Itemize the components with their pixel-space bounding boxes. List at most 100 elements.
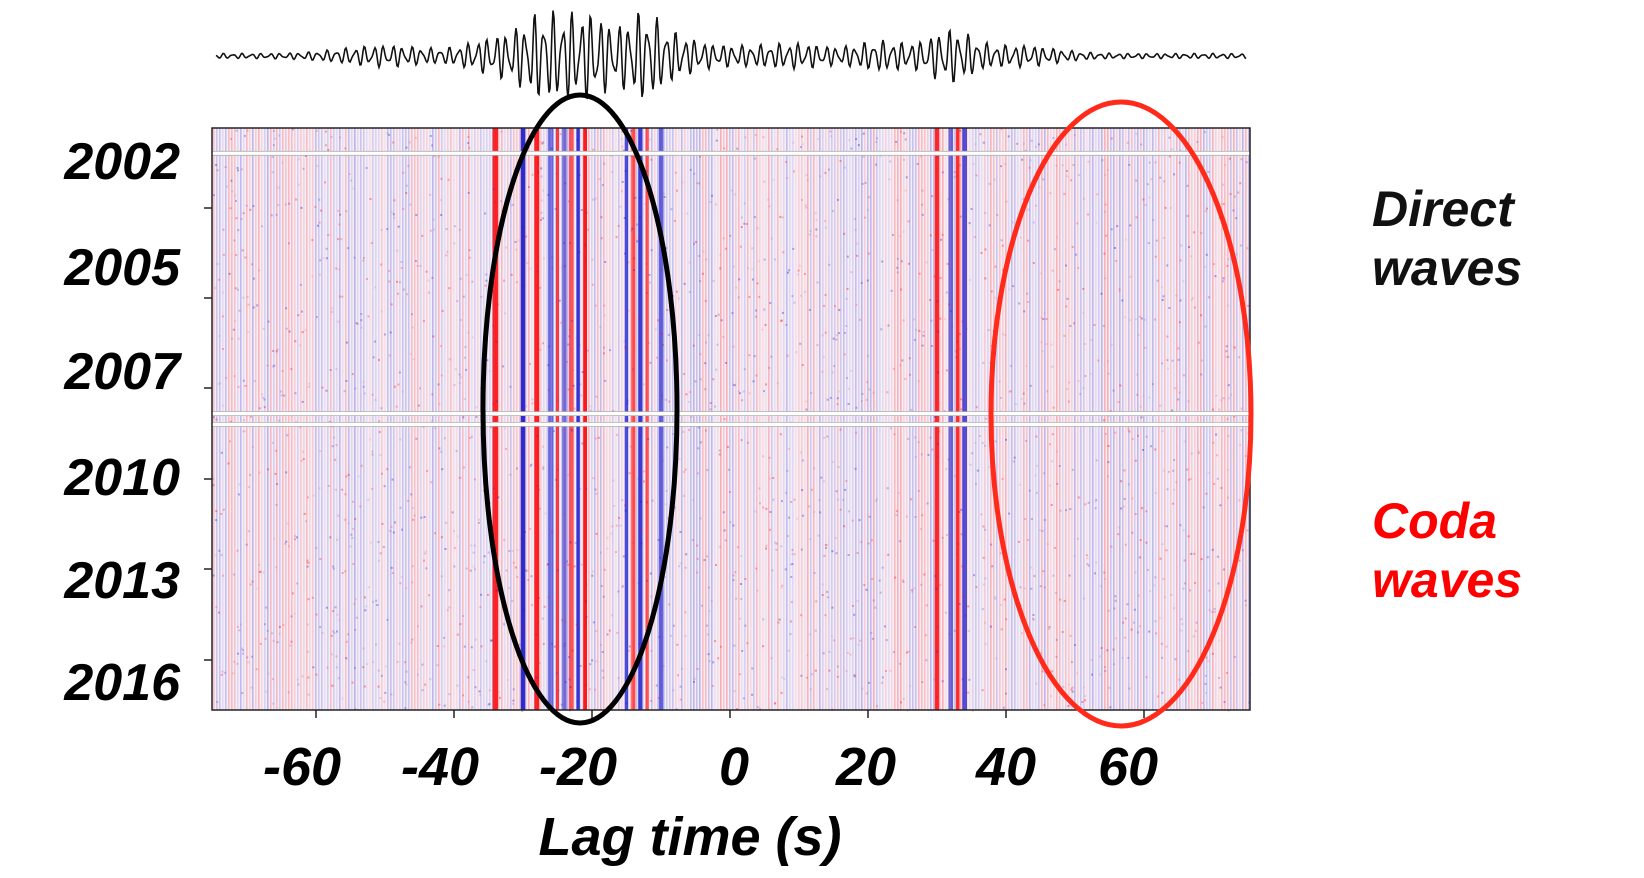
heatmap-speckle [806, 654, 809, 656]
heatmap-speckle [398, 371, 401, 374]
heatmap-speckle [354, 518, 357, 521]
heatmap-speckle [258, 570, 261, 573]
heatmap-speckle [354, 387, 357, 390]
heatmap-speckle [804, 290, 807, 293]
heatmap-striation [858, 128, 860, 710]
heatmap-striation [1239, 128, 1241, 710]
heatmap-speckle [1139, 539, 1142, 542]
heatmap-speckle [717, 657, 720, 660]
heatmap-speckle [1085, 554, 1088, 557]
heatmap-speckle [895, 514, 898, 517]
heatmap-striation [270, 128, 272, 710]
heatmap-speckle [1128, 430, 1131, 433]
y-tick-label-2007: 2007 [64, 343, 180, 401]
heatmap-speckle [1030, 139, 1033, 142]
heatmap-speckle [755, 567, 758, 570]
heatmap-striation [666, 128, 668, 710]
heatmap-speckle [478, 690, 481, 693]
heatmap-speckle [463, 356, 466, 359]
heatmap-speckle [1202, 506, 1205, 509]
heatmap-speckle [1244, 455, 1247, 457]
heatmap-speckle [564, 621, 567, 624]
heatmap-speckle [1131, 531, 1134, 534]
heatmap-speckle [970, 208, 973, 210]
heatmap-speckle [911, 590, 914, 593]
heatmap-speckle [1129, 224, 1132, 227]
heatmap-speckle [429, 135, 432, 137]
heatmap-speckle [1222, 277, 1225, 280]
heatmap-striation [357, 128, 359, 710]
heatmap-speckle [332, 567, 335, 570]
heatmap-speckle [900, 288, 903, 291]
heatmap-speckle [1131, 497, 1134, 500]
heatmap-speckle [729, 521, 732, 524]
heatmap-speckle [1228, 397, 1230, 400]
heatmap-speckle [1225, 345, 1228, 348]
heatmap-striation [756, 128, 758, 710]
heatmap-striation [927, 128, 929, 710]
heatmap-speckle [568, 656, 571, 659]
heatmap-speckle [262, 396, 265, 399]
heatmap-speckle [318, 221, 321, 224]
heatmap-speckle [422, 320, 425, 322]
heatmap-speckle [679, 685, 682, 688]
heatmap-striation [474, 128, 476, 710]
heatmap-speckle [813, 511, 816, 514]
heatmap-speckle [371, 453, 374, 456]
heatmap-striation [228, 128, 230, 710]
heatmap-speckle [686, 212, 689, 215]
heatmap-striation [1035, 128, 1037, 710]
heatmap-speckle [1195, 621, 1198, 624]
heatmap-striation [972, 128, 974, 710]
heatmap-speckle [1079, 393, 1082, 395]
heatmap-speckle [740, 226, 743, 229]
heatmap-speckle [390, 566, 393, 569]
heatmap-speckle [1086, 563, 1089, 565]
heatmap-speckle [810, 392, 813, 394]
heatmap-speckle [1193, 231, 1196, 234]
heatmap-speckle [464, 346, 467, 348]
heatmap-speckle [551, 256, 554, 259]
heatmap-speckle [1093, 324, 1096, 327]
heatmap-speckle [751, 693, 754, 696]
heatmap-speckle [859, 541, 862, 544]
heatmap-speckle [300, 459, 303, 462]
heatmap-speckle [791, 563, 794, 566]
heatmap-speckle [639, 216, 642, 219]
heatmap-speckle [529, 527, 532, 530]
heatmap-speckle [790, 563, 792, 566]
heatmap-speckle [1124, 543, 1127, 546]
heatmap-speckle [460, 376, 462, 379]
heatmap-speckle [1239, 182, 1242, 185]
heatmap-speckle [1148, 396, 1151, 399]
heatmap-speckle [898, 492, 900, 495]
heatmap-speckle [555, 172, 558, 175]
heatmap-speckle [1215, 433, 1218, 436]
heatmap-speckle [660, 394, 663, 397]
heatmap-speckle [1122, 505, 1125, 508]
heatmap-speckle [975, 174, 978, 177]
heatmap-speckle [367, 315, 370, 318]
heatmap-speckle [925, 261, 928, 264]
x-tick-label-60: 60 [1097, 737, 1159, 797]
heatmap-striation [462, 128, 464, 710]
heatmap-speckle [1212, 441, 1215, 444]
heatmap-speckle [1049, 443, 1051, 446]
heatmap-speckle [994, 265, 997, 268]
data-gap-line [212, 151, 1250, 156]
heatmap-speckle [275, 350, 278, 353]
coherent-band [576, 128, 580, 710]
heatmap-speckle [1183, 559, 1186, 562]
heatmap-speckle [1054, 592, 1057, 594]
heatmap-speckle [1000, 128, 1003, 131]
heatmap-striation [993, 128, 995, 710]
heatmap-speckle [249, 415, 252, 418]
heatmap-speckle [215, 510, 218, 513]
heatmap-speckle [839, 160, 842, 162]
heatmap-speckle [850, 147, 853, 150]
heatmap-speckle [1128, 687, 1131, 690]
heatmap-speckle [907, 220, 910, 223]
heatmap-speckle [1166, 488, 1169, 491]
heatmap-speckle [539, 348, 542, 351]
heatmap-speckle [821, 583, 824, 586]
